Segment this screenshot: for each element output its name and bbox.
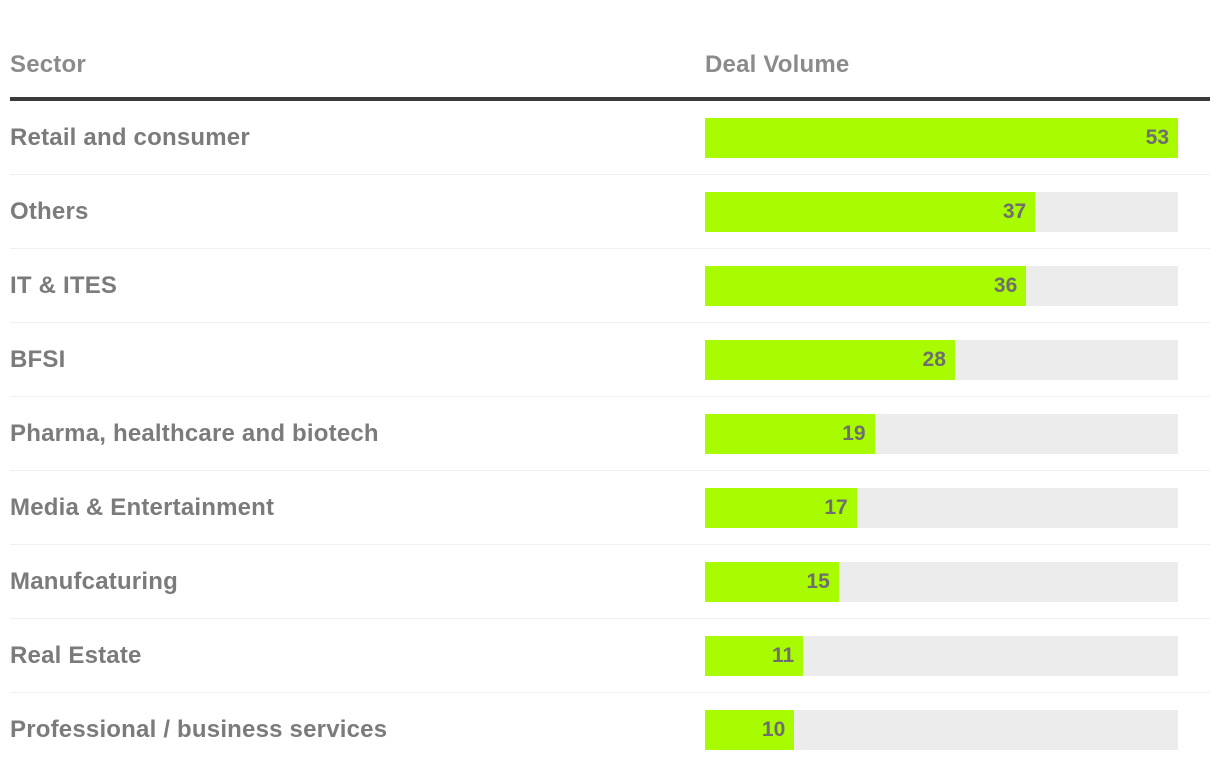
sector-label: Pharma, healthcare and biotech: [10, 419, 379, 447]
table-row: Others 37: [10, 175, 1210, 249]
deal-volume-bar-track: 15: [705, 561, 1178, 602]
sector-label: Professional / business services: [10, 716, 388, 743]
table-row: Retail and consumer 53: [10, 101, 1210, 175]
table-row: Professional / business services 10: [10, 693, 1210, 767]
sector-label: Others: [10, 197, 89, 225]
deal-volume-value: 17: [824, 495, 848, 519]
sector-label: Manufcaturing: [10, 567, 178, 595]
table-row: Pharma, healthcare and biotech 19: [10, 397, 1210, 471]
deal-volume-bar-track: 36: [705, 265, 1178, 306]
deal-volume-bar: 10: [705, 710, 795, 750]
table-body: Retail and consumer 53 Others 37 IT & IT…: [10, 101, 1210, 767]
deal-volume-value: 36: [993, 273, 1018, 297]
column-header-deal-volume: Deal Volume: [705, 51, 850, 78]
deal-volume-bar: 37: [705, 191, 1036, 232]
sector-label: Retail and consumer: [10, 123, 250, 151]
deal-volume-value: 15: [806, 569, 830, 593]
deal-volume-bar-track: 19: [705, 413, 1178, 454]
header-divider: [10, 97, 1210, 101]
sector-label: Real Estate: [10, 641, 142, 669]
deal-volume-bar: 11: [705, 635, 804, 676]
deal-volume-value: 10: [761, 718, 786, 741]
table-header-row: Sector Deal Volume: [10, 0, 1210, 97]
deal-volume-value: 28: [922, 347, 946, 371]
sector-label: BFSI: [10, 345, 66, 373]
table-row: Media & Entertainment 17: [10, 471, 1210, 545]
deal-volume-bar: 17: [705, 487, 857, 528]
deal-volume-bar-track: 53: [705, 117, 1178, 158]
sector-label: Media & Entertainment: [10, 493, 275, 521]
deal-volume-bar-track: 28: [705, 339, 1178, 380]
deal-volume-bar-track: 37: [705, 191, 1178, 232]
deal-volume-bar: 36: [705, 265, 1027, 306]
table-row: Manufcaturing 15: [10, 545, 1210, 619]
deal-volume-value: 53: [1145, 125, 1169, 149]
table-row: IT & ITES 36: [10, 249, 1210, 323]
deal-volume-value: 37: [1002, 199, 1027, 223]
deal-volume-value: 19: [842, 421, 866, 445]
deal-volume-bar-track: 17: [705, 487, 1178, 528]
deal-volume-value: 11: [771, 643, 795, 667]
table-row: Real Estate 11: [10, 619, 1210, 693]
table-row: BFSI 28: [10, 323, 1210, 397]
deal-volume-bar: 15: [705, 561, 839, 602]
sector-label: IT & ITES: [10, 271, 118, 299]
deal-volume-bar: 28: [705, 339, 955, 380]
deal-volume-bar-track: 11: [705, 635, 1178, 676]
deal-volume-bar: 53: [705, 117, 1178, 158]
column-header-sector: Sector: [10, 51, 86, 78]
deal-volume-bar-track: 10: [705, 710, 1178, 750]
deal-volume-bar: 19: [705, 413, 875, 454]
